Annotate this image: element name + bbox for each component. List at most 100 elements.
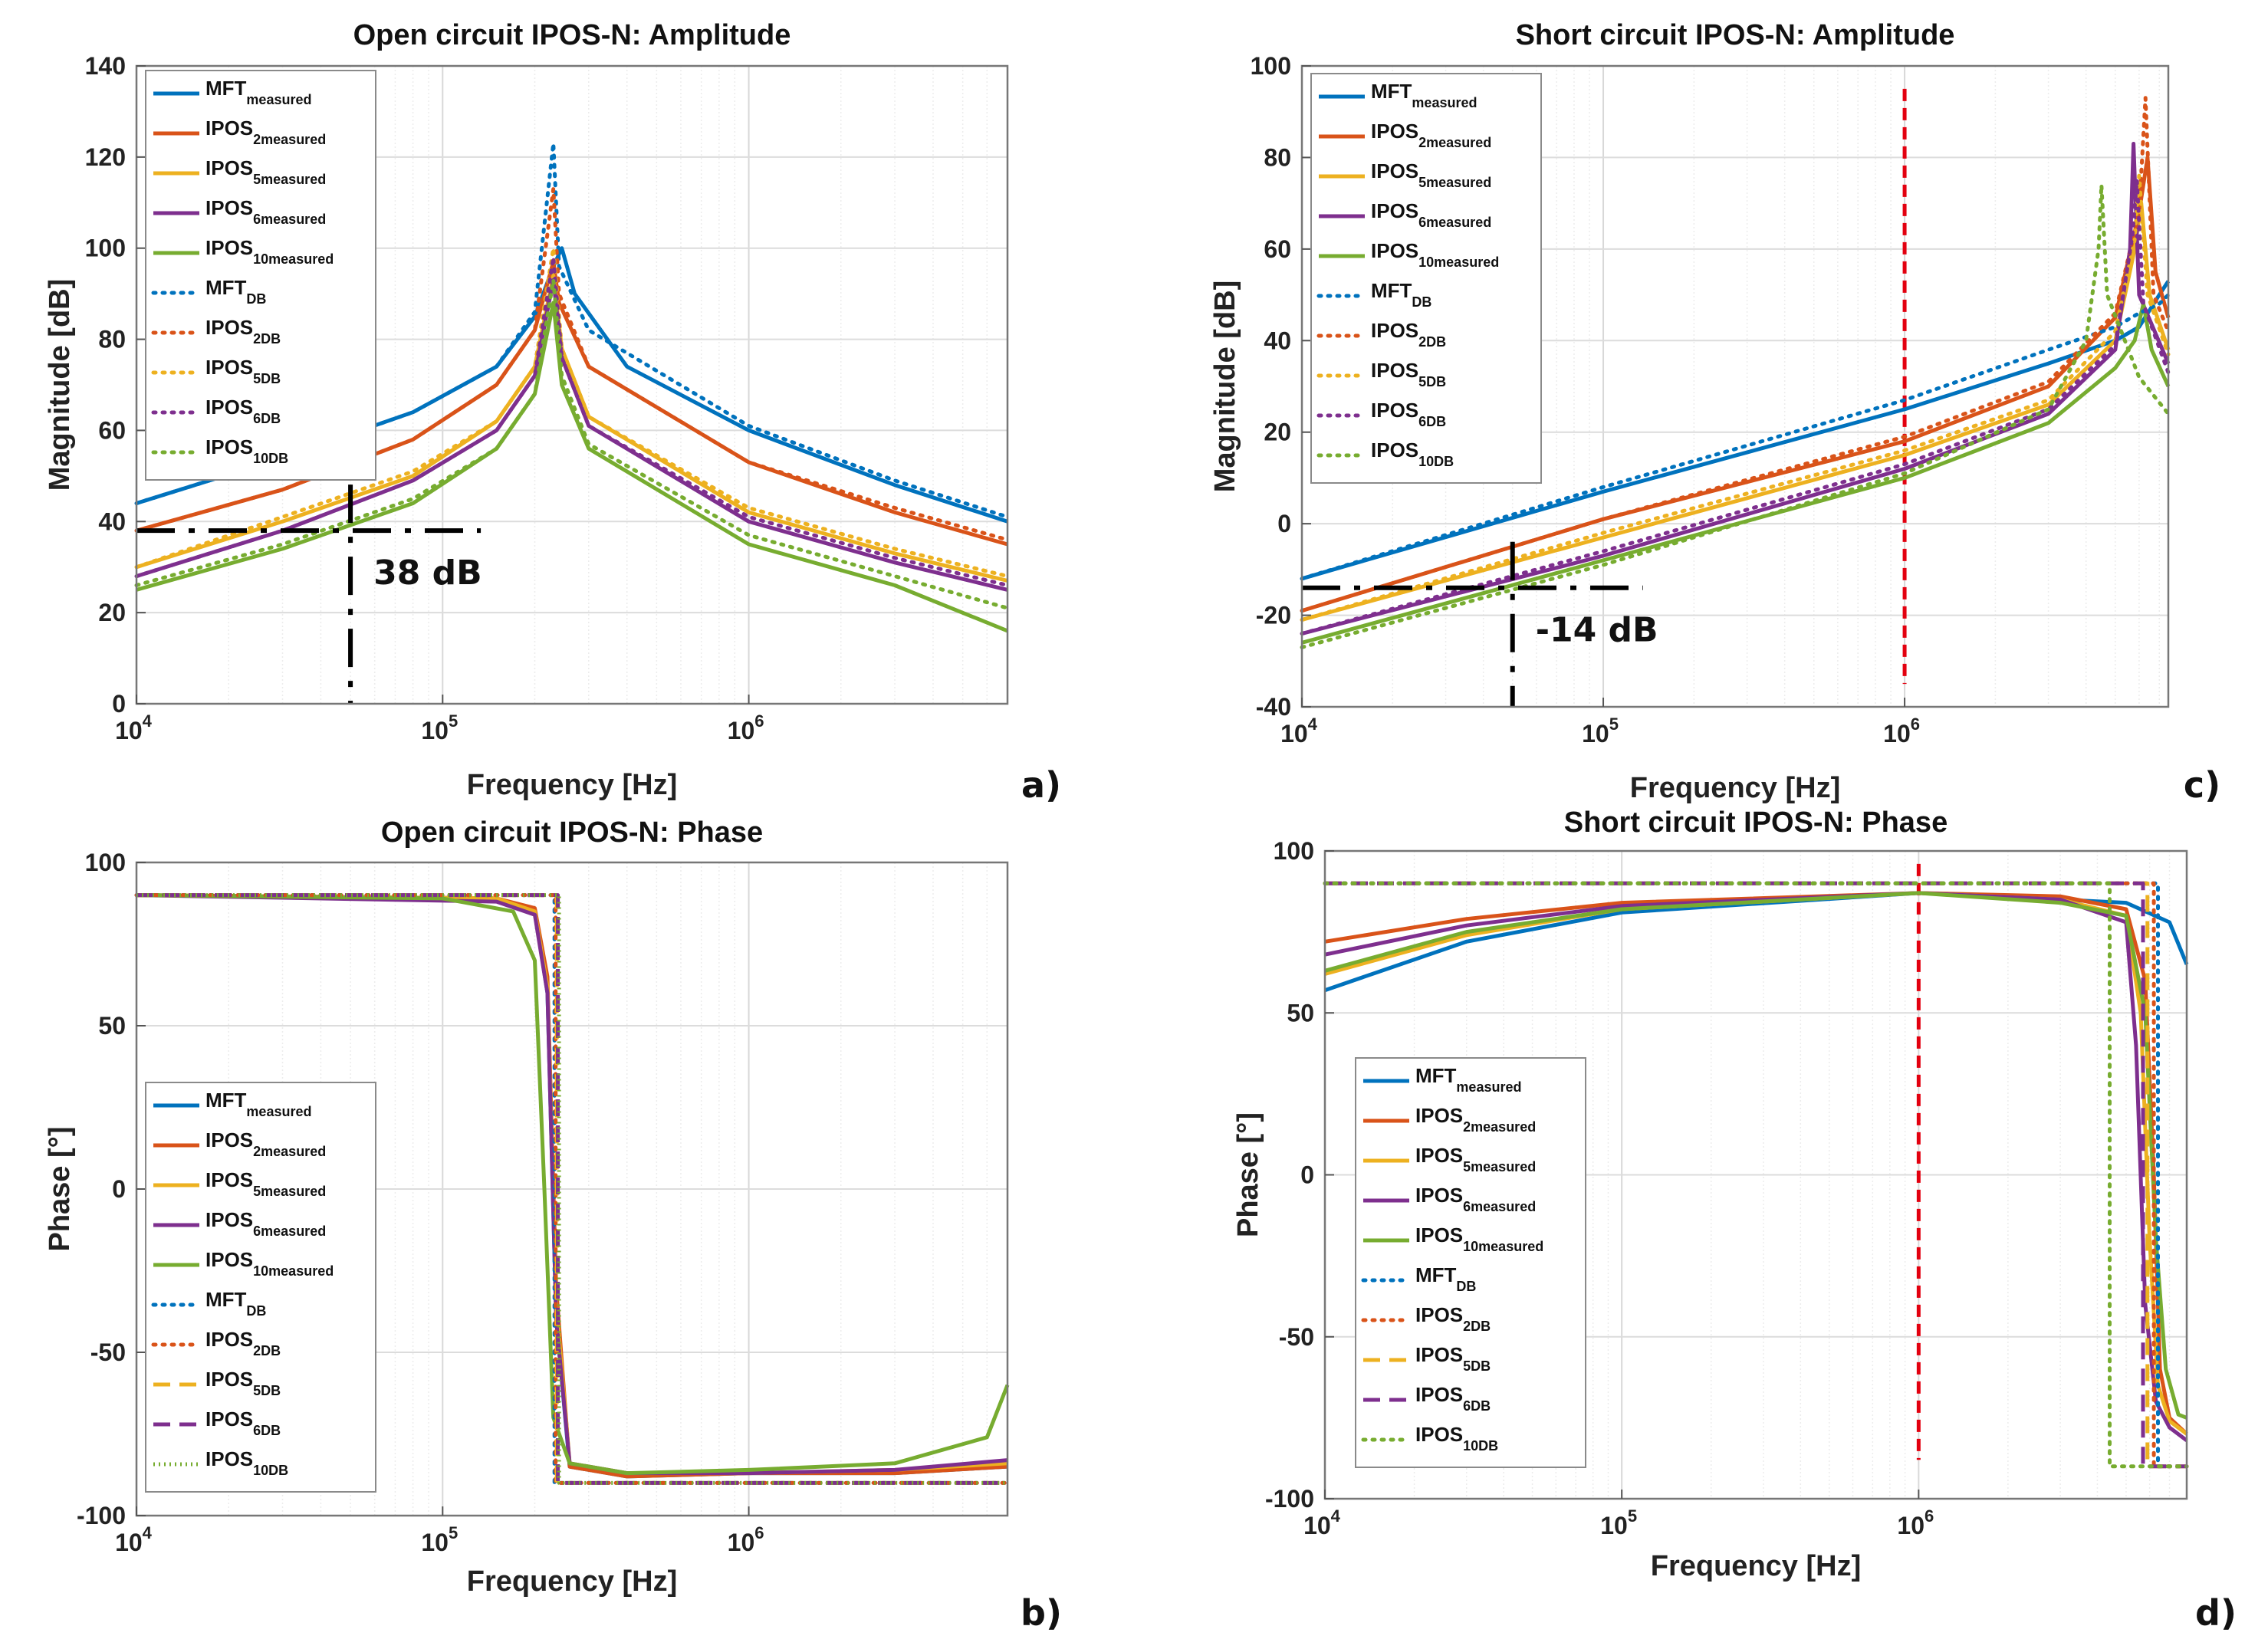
legend-entry-name: IPOS bbox=[205, 156, 253, 179]
legend-entry-subscript: 10DB bbox=[253, 451, 288, 466]
legend-entry-name: IPOS bbox=[1371, 120, 1418, 143]
chart-panel-a: 38 dB 0 20 40 60 80 100 120 140 104 105 106 Open cir… bbox=[44, 19, 1061, 806]
legend-entry-name: MFT bbox=[1371, 80, 1412, 103]
series-line-ipos-10measured bbox=[136, 301, 1008, 633]
x-tick-exponent: 4 bbox=[1331, 1506, 1341, 1526]
legend-entry-subscript: 10measured bbox=[1463, 1239, 1543, 1254]
legend-entry-name: IPOS bbox=[1415, 1144, 1463, 1167]
legend-entry: IPOS5measured bbox=[205, 156, 326, 187]
legend-entry: IPOS6measured bbox=[205, 196, 326, 227]
legend-entry: IPOS2DB bbox=[1371, 319, 1446, 350]
legend-entry-subscript: measured bbox=[246, 92, 311, 107]
series-line-ipos-6db bbox=[1300, 178, 2171, 636]
legend-entry-subscript: DB bbox=[1412, 294, 1431, 310]
legend-entry-name: IPOS bbox=[1371, 199, 1418, 222]
y-tick-label: 100 bbox=[1251, 52, 1291, 80]
legend-entry-subscript: 5measured bbox=[1418, 175, 1491, 190]
x-tick-label: 106 bbox=[728, 711, 764, 744]
legend-entry: IPOS6DB bbox=[205, 396, 281, 426]
y-tick-label: 120 bbox=[85, 143, 126, 171]
legend-entry: MFTDB bbox=[1371, 279, 1431, 310]
y-tick-label: 140 bbox=[85, 52, 126, 80]
x-tick-label: 104 bbox=[115, 1523, 153, 1556]
legend-entry-name: MFT bbox=[1371, 279, 1412, 302]
legend-entry-name: IPOS bbox=[205, 1408, 253, 1431]
x-tick-exponent: 4 bbox=[1308, 714, 1318, 734]
x-tick-label: 106 bbox=[1897, 1506, 1934, 1539]
series-line-ipos-5db bbox=[1300, 173, 2171, 622]
legend-entry-subscript: 6measured bbox=[253, 1224, 326, 1239]
series-line-ipos-5db bbox=[134, 246, 1010, 579]
chart-panel-c: -14 dB -40 -20 0 20 40 60 80 100 104 105 106 Short c… bbox=[1209, 19, 2220, 806]
series-line-ipos-10measured bbox=[1301, 302, 2171, 645]
series-line-ipos-6measured bbox=[1301, 142, 2171, 636]
series-line-ipos-2db bbox=[134, 187, 1010, 542]
legend-entry: IPOS6DB bbox=[205, 1408, 281, 1438]
legend-entry-name: IPOS bbox=[1415, 1383, 1463, 1406]
legend-entry-name: IPOS bbox=[205, 1208, 253, 1231]
legend-entry-subscript: 2measured bbox=[253, 132, 326, 147]
x-axis-label: Frequency [Hz] bbox=[467, 769, 677, 801]
x-tick-exponent: 6 bbox=[754, 711, 764, 731]
y-tick-label: 20 bbox=[1264, 419, 1291, 446]
y-tick-label: 0 bbox=[112, 1175, 126, 1203]
x-axis-label: Frequency [Hz] bbox=[467, 1565, 677, 1598]
legend-entry-name: IPOS bbox=[205, 435, 253, 458]
series-line-ipos-10db bbox=[1300, 182, 2171, 649]
y-tick-label: 100 bbox=[1274, 837, 1314, 865]
legend-entry: IPOS2measured bbox=[1415, 1104, 1536, 1135]
series-line-ipos-6db bbox=[134, 255, 1010, 587]
series-line-ipos-6db bbox=[1325, 881, 2187, 1469]
legend-entry-name: IPOS bbox=[1371, 319, 1418, 342]
series-line-ipos-10measured bbox=[136, 893, 1010, 1476]
y-tick-label: 100 bbox=[85, 849, 126, 876]
legend-entry-name: IPOS bbox=[205, 1128, 253, 1151]
chart-title: Open circuit IPOS-N: Phase bbox=[381, 816, 763, 849]
legend-entry-name: IPOS bbox=[1371, 239, 1418, 262]
legend-entry: MFTDB bbox=[205, 276, 266, 307]
legend-entry: IPOS5DB bbox=[1415, 1343, 1491, 1374]
legend: MFTmeasuredIPOS2measuredIPOS5measuredIPO… bbox=[1310, 73, 1542, 484]
legend-entry-subscript: 10DB bbox=[1463, 1438, 1498, 1454]
series-group bbox=[1300, 96, 2171, 649]
y-tick-label: 80 bbox=[1264, 143, 1291, 171]
legend-entry-name: IPOS bbox=[205, 236, 253, 259]
series-group bbox=[134, 893, 1010, 1485]
legend-entry-subscript: 10measured bbox=[1418, 255, 1499, 270]
legend-entry-subscript: measured bbox=[246, 1104, 311, 1119]
x-tick-label: 104 bbox=[1303, 1506, 1341, 1539]
x-tick-exponent: 5 bbox=[449, 711, 458, 731]
legend-entry-name: IPOS bbox=[1371, 439, 1418, 462]
legend-entry-name: MFT bbox=[205, 276, 247, 299]
legend: MFTmeasuredIPOS2measuredIPOS5measuredIPO… bbox=[145, 70, 376, 481]
series-line-ipos-10db bbox=[134, 278, 1010, 610]
x-tick-exponent: 6 bbox=[1925, 1506, 1934, 1526]
legend-entry-subscript: DB bbox=[246, 291, 266, 307]
legend-entry-subscript: 2DB bbox=[1463, 1319, 1491, 1334]
y-tick-label: -50 bbox=[1279, 1323, 1314, 1351]
legend-entry-name: IPOS bbox=[205, 396, 253, 419]
x-tick-exponent: 5 bbox=[1628, 1506, 1637, 1526]
legend-entry-subscript: 5measured bbox=[1463, 1159, 1536, 1174]
y-tick-label: 50 bbox=[98, 1012, 126, 1040]
legend-entry-subscript: 10measured bbox=[253, 1263, 334, 1279]
chart-panel-b: -100 -50 0 50 100 104 105 106 Open circuit IPOS-… bbox=[44, 816, 1062, 1634]
legend-entry-name: IPOS bbox=[205, 316, 253, 339]
legend-entry: IPOS10DB bbox=[205, 1447, 288, 1478]
legend-entry: IPOS2measured bbox=[205, 1128, 326, 1159]
legend-entry: IPOS5measured bbox=[205, 1168, 326, 1199]
legend-entry: IPOS2DB bbox=[1415, 1303, 1491, 1334]
legend-entry-name: IPOS bbox=[205, 196, 253, 219]
legend-entry: IPOS6measured bbox=[1415, 1184, 1536, 1214]
legend-entry-name: IPOS bbox=[1415, 1303, 1463, 1326]
legend-entry-subscript: DB bbox=[1456, 1279, 1476, 1294]
legend-entry-name: IPOS bbox=[1415, 1343, 1463, 1366]
legend-entry-subscript: 6measured bbox=[1418, 215, 1491, 230]
legend-entry: MFTmeasured bbox=[1371, 80, 1477, 110]
x-tick-exponent: 4 bbox=[143, 1523, 153, 1542]
legend-entry-name: MFT bbox=[1415, 1064, 1457, 1087]
legend-entry: IPOS5DB bbox=[205, 356, 281, 386]
x-tick-exponent: 5 bbox=[1609, 714, 1619, 734]
legend-entry-subscript: 6DB bbox=[1463, 1398, 1491, 1414]
